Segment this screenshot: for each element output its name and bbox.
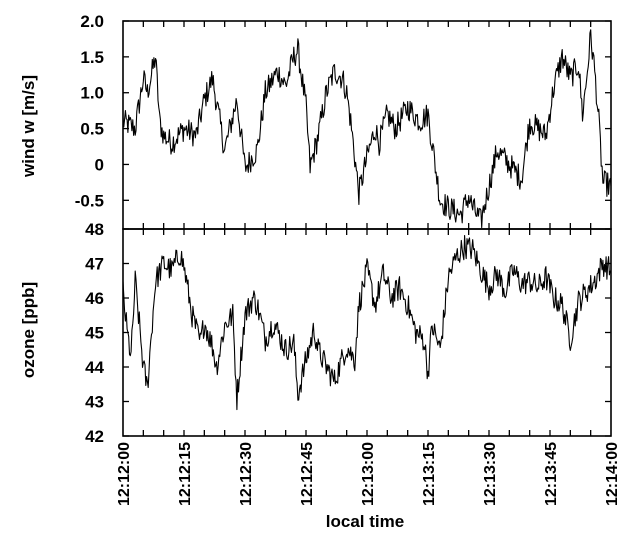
ozone-series-line	[122, 234, 612, 411]
x-tick-label: 12:12:00	[116, 442, 133, 506]
wind-y-tick-label: 1.0	[80, 84, 104, 103]
x-tick-label: 12:12:15	[177, 442, 194, 506]
ozone-y-tick-label: 48	[85, 220, 104, 239]
x-tick-label: 12:13:30	[482, 442, 499, 506]
ozone-y-tick-label: 43	[85, 393, 104, 412]
ozone-y-tick-label: 45	[85, 324, 104, 343]
ozone-y-axis: 48 47 46 45 44 43 42	[85, 220, 611, 446]
ozone-y-tick-label: 46	[85, 289, 104, 308]
wind-y-tick-label: 1.5	[80, 48, 104, 67]
ozone-y-tick-label: 42	[85, 427, 104, 446]
wind-x-ticks	[142, 21, 592, 229]
wind-panel: 2.0 1.5 1.0 0.5 0 -0.5 wind w [m/s]	[19, 12, 612, 230]
ozone-y-tick-label: 44	[85, 358, 104, 377]
wind-y-tick-label: 0	[95, 155, 104, 174]
x-tick-label: 12:13:00	[360, 442, 377, 506]
wind-y-tick-label: 0.5	[80, 120, 104, 139]
x-tick-label: 12:13:15	[421, 442, 438, 506]
x-axis-label: local time	[326, 512, 404, 531]
wind-w-series-line	[122, 29, 612, 229]
x-tick-label: 12:14:00	[604, 442, 621, 506]
x-tick-label: 12:12:30	[238, 442, 255, 506]
wind-y-tick-label: -0.5	[75, 191, 104, 210]
wind-y-tick-label: 2.0	[80, 12, 104, 31]
x-tick-label: 12:13:45	[543, 442, 560, 506]
ozone-y-axis-label: ozone [ppb]	[19, 282, 38, 378]
ozone-y-tick-label: 47	[85, 255, 104, 274]
wind-y-axis: 2.0 1.5 1.0 0.5 0 -0.5	[75, 12, 611, 210]
x-axis: 12:12:00 12:12:15 12:12:30 12:12:45 12:13:00…	[116, 229, 621, 506]
x-tick-label: 12:12:45	[299, 442, 316, 506]
wind-y-axis-label: wind w [m/s]	[19, 75, 38, 178]
